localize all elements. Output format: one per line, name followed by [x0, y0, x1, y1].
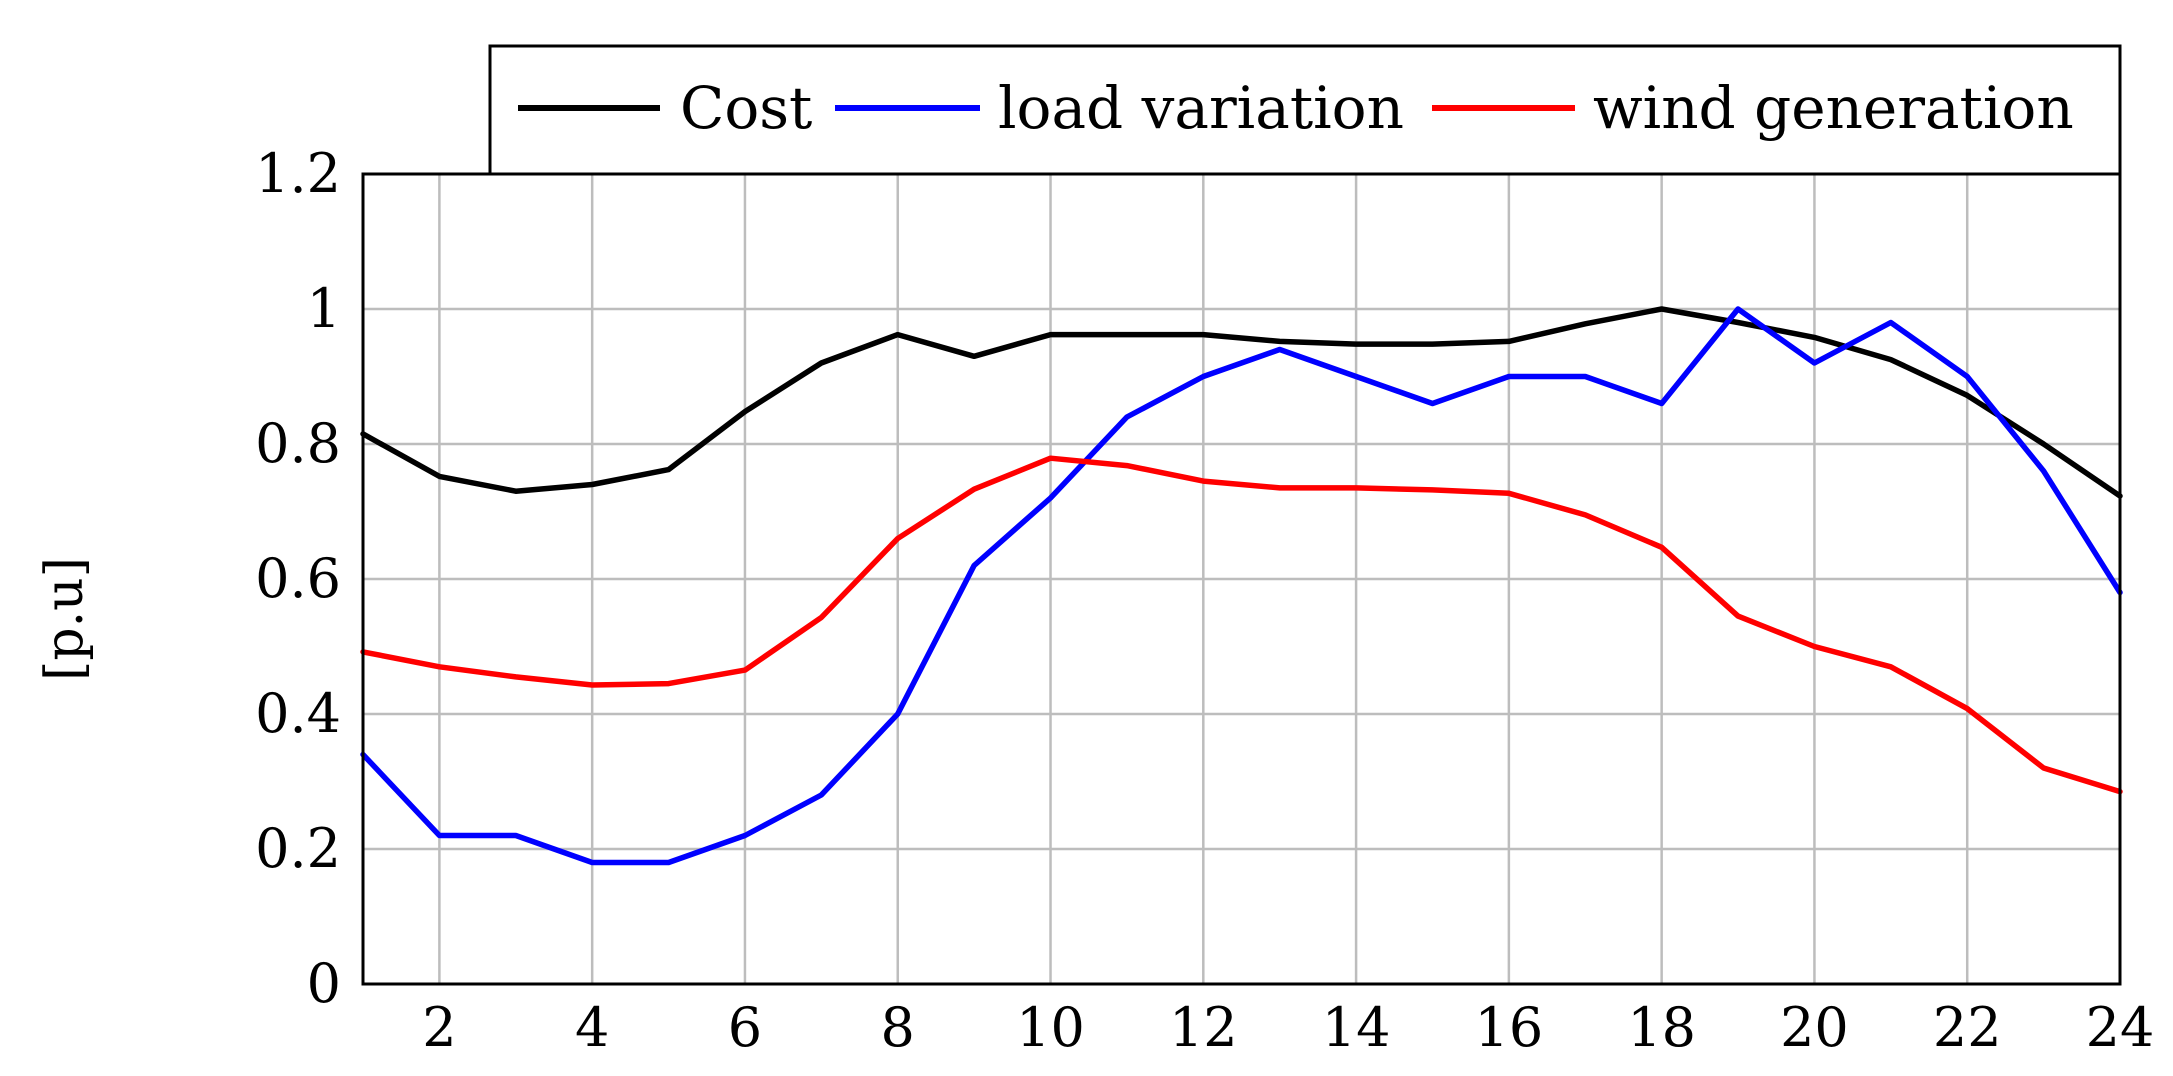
- x-tick-label: 6: [728, 996, 762, 1059]
- legend-label-cost: Cost: [680, 74, 812, 142]
- x-tick-label: 4: [575, 996, 609, 1059]
- x-tick-label: 18: [1627, 996, 1696, 1059]
- y-tick-label: 0.8: [255, 412, 341, 475]
- y-axis-label: [p.u]: [35, 557, 95, 681]
- x-tick-label: 12: [1169, 996, 1238, 1059]
- x-tick-label: 24: [2086, 996, 2155, 1059]
- y-tick-label: 1: [307, 277, 341, 340]
- x-tick-label: 20: [1780, 996, 1849, 1059]
- y-tick-label: 0: [307, 952, 341, 1015]
- series-line-cost: [360, 306, 2123, 499]
- x-tick-label: 8: [881, 996, 915, 1059]
- legend-box: [488, 44, 2122, 176]
- y-tick-label: 1.2: [255, 142, 341, 205]
- y-tick-label: 0.4: [255, 682, 341, 745]
- x-tick-label: 14: [1322, 996, 1391, 1059]
- legend: Cost load variation wind generation: [488, 44, 2122, 176]
- series-lines: [360, 306, 2123, 866]
- x-tick-label: 10: [1016, 996, 1085, 1059]
- series-line-wind-generation: [360, 455, 2123, 795]
- x-tick-labels: 2 4 6 8 10 12 14 16 18 20 22 24: [422, 996, 2154, 1059]
- x-tick-label: 16: [1475, 996, 1544, 1059]
- legend-label-wind-generation: wind generation: [1593, 74, 2074, 142]
- y-tick-label: 0.6: [255, 547, 341, 610]
- series-line-load-variation: [360, 306, 2123, 866]
- y-tick-labels: 0 0.2 0.4 0.6 0.8 1 1.2: [255, 142, 341, 1015]
- x-tick-label: 2: [422, 996, 456, 1059]
- x-tick-label: 22: [1933, 996, 2002, 1059]
- y-tick-label: 0.2: [255, 817, 341, 880]
- legend-label-load-variation: load variation: [998, 74, 1404, 142]
